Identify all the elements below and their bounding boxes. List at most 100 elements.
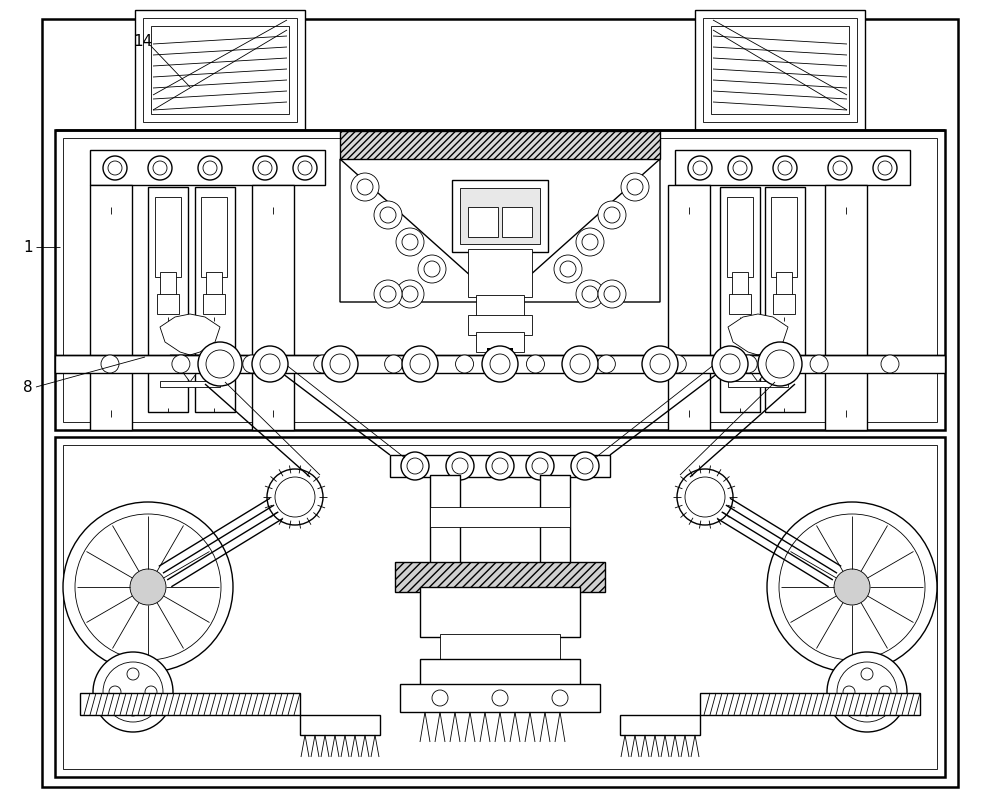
Circle shape (570, 354, 590, 374)
Bar (720, 187, 760, 412)
Circle shape (298, 161, 312, 175)
Circle shape (778, 161, 792, 175)
Circle shape (101, 355, 119, 373)
Circle shape (827, 652, 907, 732)
Circle shape (598, 201, 626, 229)
Circle shape (148, 156, 172, 180)
Circle shape (314, 355, 332, 373)
Circle shape (402, 234, 418, 250)
Polygon shape (160, 314, 220, 355)
Circle shape (881, 355, 899, 373)
Circle shape (739, 355, 757, 373)
Circle shape (486, 452, 514, 480)
Circle shape (424, 261, 440, 277)
Circle shape (127, 704, 139, 716)
Bar (395, 562, 605, 592)
Circle shape (758, 342, 802, 386)
Bar (201, 197, 227, 277)
Circle shape (650, 354, 670, 374)
Circle shape (446, 452, 474, 480)
Circle shape (374, 201, 402, 229)
Circle shape (598, 280, 626, 308)
Circle shape (642, 346, 678, 382)
Circle shape (374, 280, 402, 308)
Circle shape (604, 207, 620, 223)
Circle shape (63, 502, 233, 672)
Bar (476, 332, 524, 352)
Circle shape (260, 354, 280, 374)
Polygon shape (728, 314, 788, 355)
Bar (90, 185, 132, 430)
Circle shape (526, 452, 554, 480)
Circle shape (402, 286, 418, 302)
Circle shape (108, 161, 122, 175)
Bar (440, 634, 560, 662)
Circle shape (380, 286, 396, 302)
Bar (400, 684, 600, 712)
Circle shape (206, 350, 234, 378)
Circle shape (490, 354, 510, 374)
Circle shape (733, 161, 747, 175)
Circle shape (130, 569, 166, 605)
Bar (452, 180, 548, 252)
Bar (135, 10, 305, 130)
Circle shape (252, 346, 288, 382)
Bar (487, 348, 513, 370)
Bar (460, 188, 540, 244)
Circle shape (396, 228, 424, 256)
Text: 8: 8 (23, 379, 33, 395)
Circle shape (456, 355, 474, 373)
Polygon shape (340, 159, 500, 302)
Circle shape (554, 255, 582, 283)
Circle shape (385, 355, 403, 373)
Circle shape (688, 156, 712, 180)
Bar (668, 185, 710, 430)
Circle shape (766, 350, 794, 378)
Circle shape (407, 458, 423, 474)
Circle shape (621, 173, 649, 201)
Circle shape (103, 662, 163, 722)
Bar (765, 187, 805, 412)
Circle shape (418, 255, 446, 283)
Bar (195, 187, 235, 412)
Bar (727, 197, 753, 277)
Circle shape (482, 346, 518, 382)
Circle shape (401, 452, 429, 480)
Bar (729, 294, 751, 314)
Polygon shape (500, 159, 660, 302)
Bar (540, 475, 570, 567)
Bar (430, 475, 460, 567)
Circle shape (532, 458, 548, 474)
Circle shape (267, 469, 323, 525)
Circle shape (861, 668, 873, 680)
Circle shape (75, 514, 221, 660)
Bar (160, 381, 220, 387)
Bar (148, 187, 188, 412)
Circle shape (198, 342, 242, 386)
Bar (468, 315, 532, 335)
Circle shape (153, 161, 167, 175)
Polygon shape (738, 355, 778, 382)
Circle shape (861, 704, 873, 716)
Bar (55, 355, 945, 373)
Circle shape (577, 458, 593, 474)
Bar (776, 272, 792, 297)
Circle shape (198, 156, 222, 180)
Bar (300, 715, 380, 735)
Circle shape (172, 355, 190, 373)
Circle shape (293, 156, 317, 180)
Bar (773, 294, 795, 314)
Circle shape (693, 161, 707, 175)
Bar (711, 26, 849, 114)
Bar (771, 197, 797, 277)
Circle shape (127, 668, 139, 680)
Circle shape (576, 280, 604, 308)
Bar (157, 294, 179, 314)
Circle shape (562, 346, 598, 382)
Circle shape (275, 477, 315, 517)
Bar (340, 131, 660, 159)
Circle shape (828, 156, 852, 180)
Circle shape (879, 686, 891, 698)
Circle shape (571, 452, 599, 480)
Circle shape (351, 173, 379, 201)
